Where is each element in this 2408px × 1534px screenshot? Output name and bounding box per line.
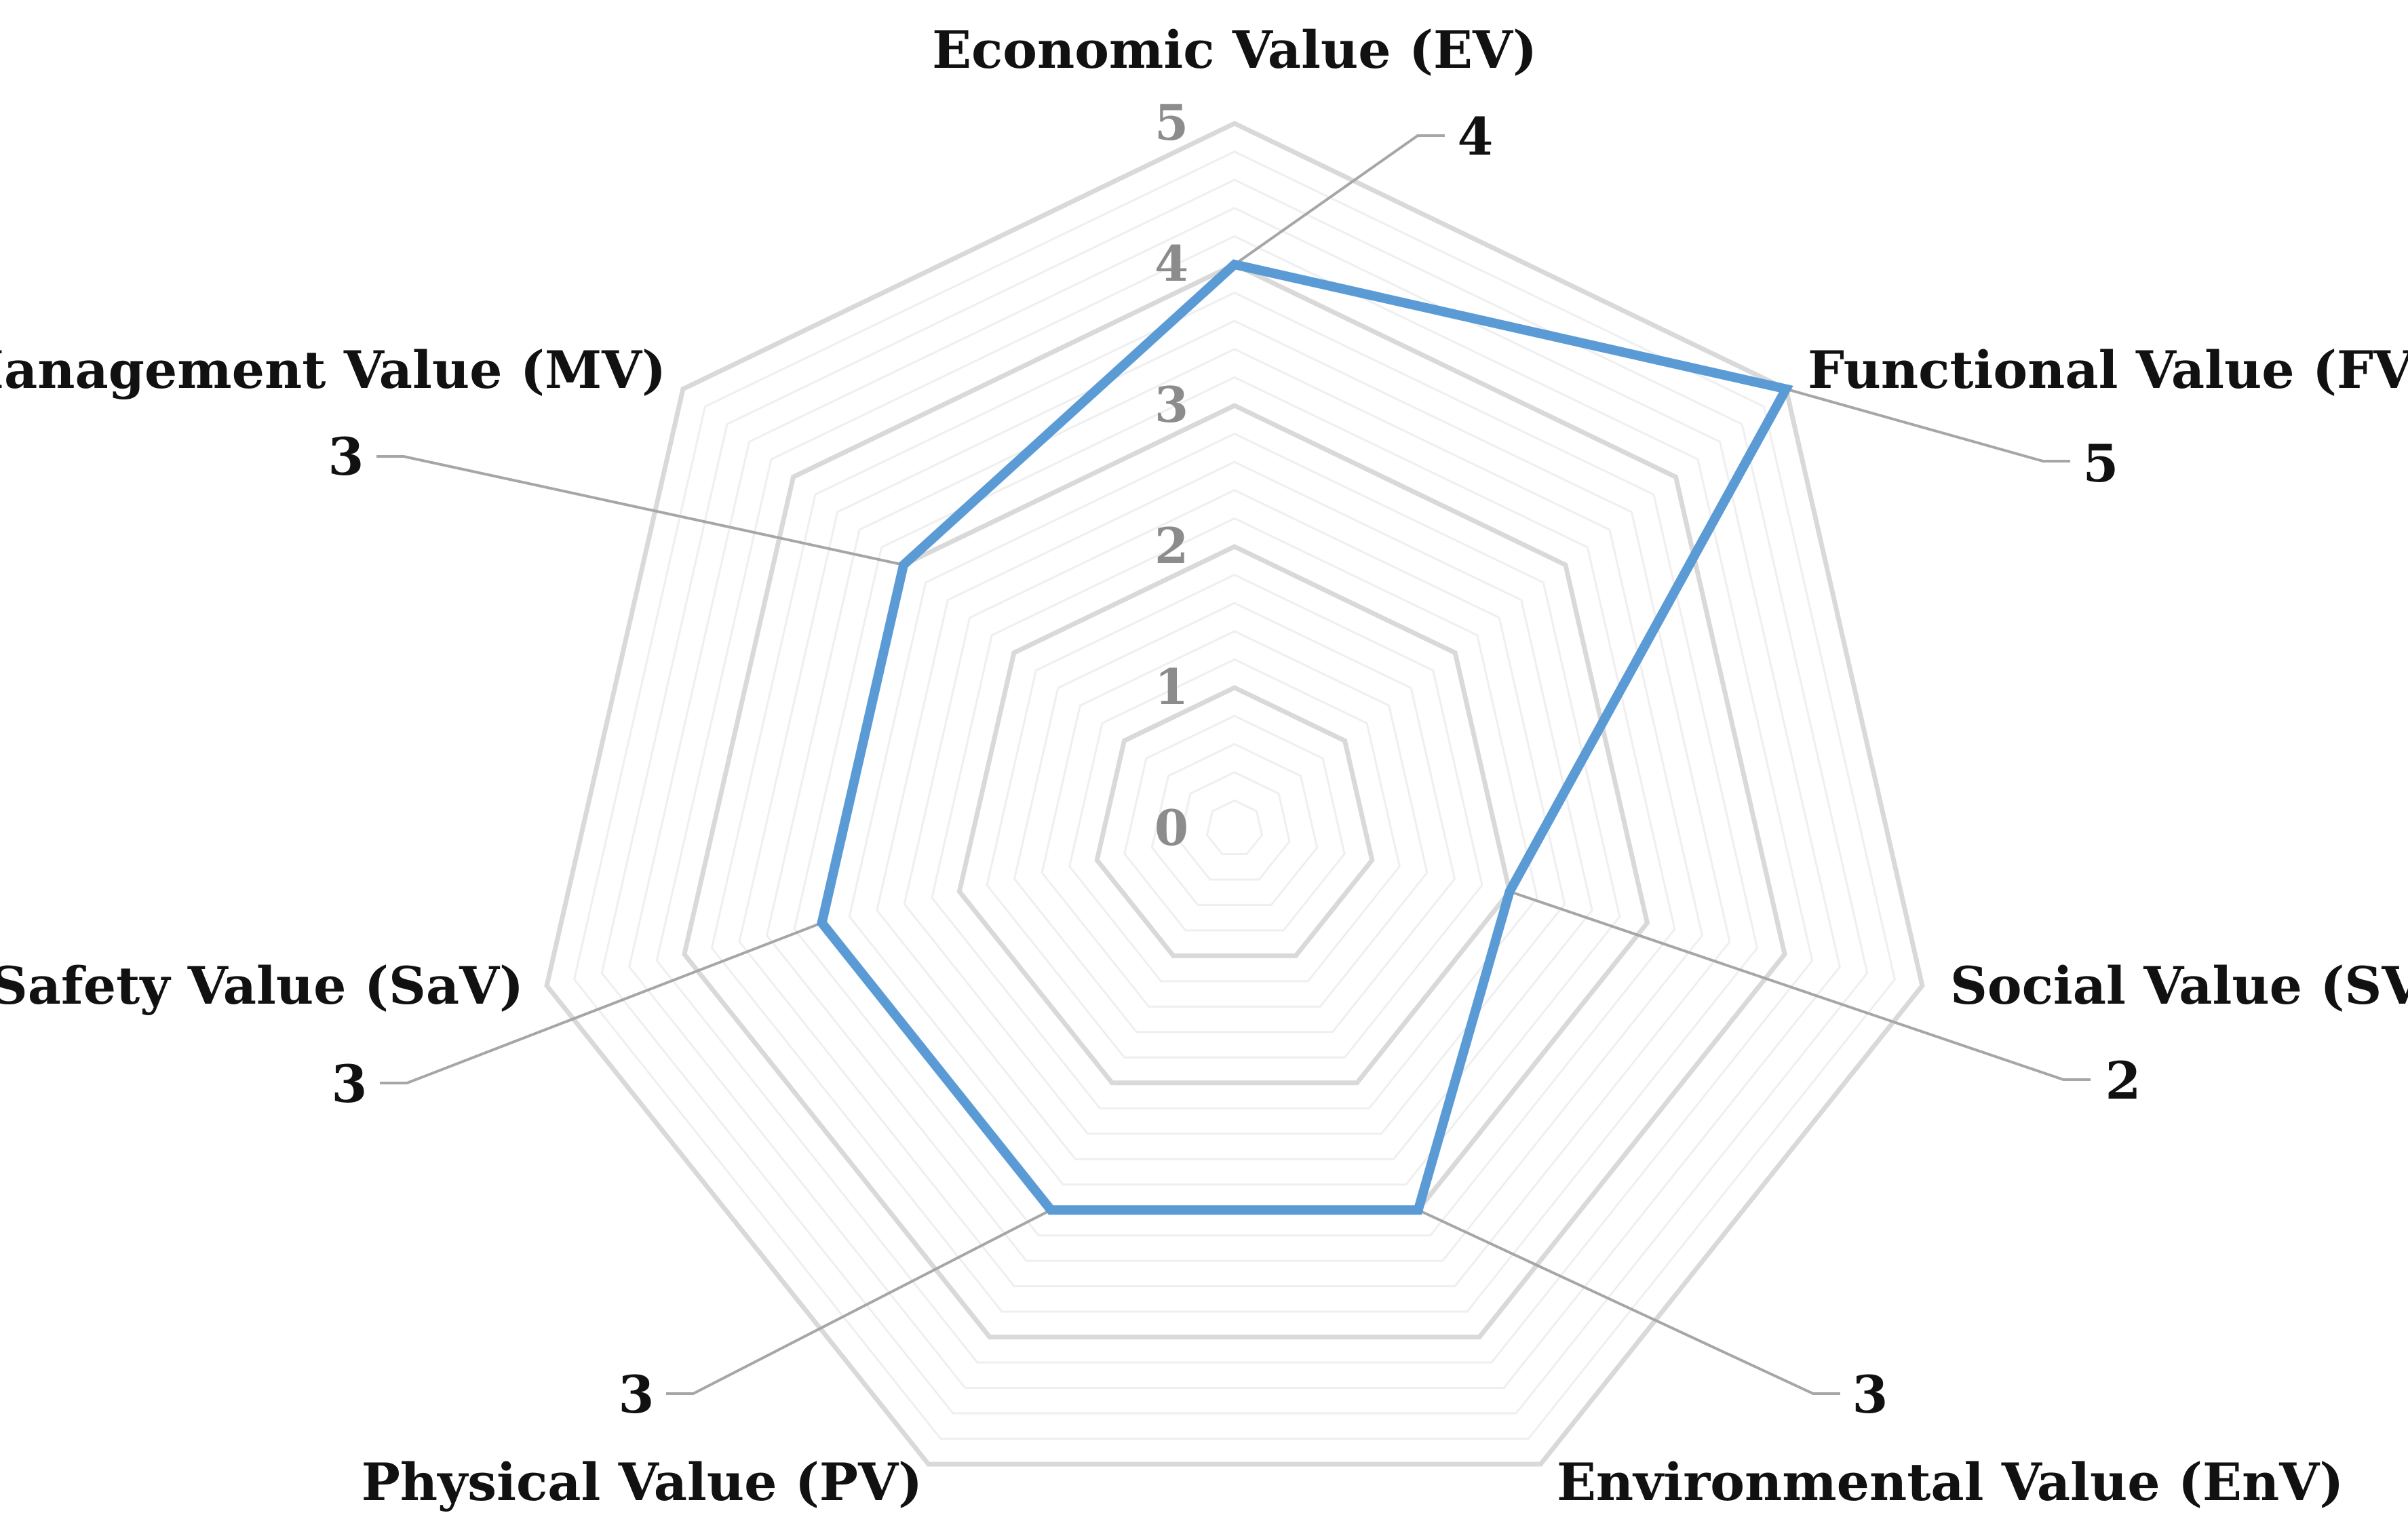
- tick-label: 5: [1154, 94, 1188, 151]
- data-point: [902, 563, 906, 566]
- minor-gridline: [572, 150, 1897, 1440]
- leader-line: [1509, 890, 2091, 1081]
- major-gridline: [544, 121, 1925, 1467]
- data-labels: 4 5 2 3 3 3 3: [328, 106, 2141, 1425]
- data-label: 3: [328, 427, 364, 487]
- category-label: Management Value (MV): [0, 340, 666, 400]
- minor-gridline: [931, 517, 1538, 1109]
- minor-gridline: [876, 460, 1593, 1160]
- tick-label: 2: [1154, 517, 1188, 574]
- tick-label: 3: [1154, 376, 1188, 433]
- data-point: [1233, 263, 1236, 266]
- minor-gridline: [765, 348, 1704, 1262]
- data-point: [1508, 890, 1511, 893]
- major-gridline: [956, 544, 1513, 1086]
- minor-gridline: [655, 235, 1814, 1364]
- tick-label: 4: [1154, 235, 1188, 292]
- minor-gridline: [903, 489, 1566, 1135]
- tick-label: 1: [1154, 658, 1188, 715]
- data-label: 3: [619, 1364, 655, 1425]
- minor-gridline: [1150, 743, 1319, 906]
- data-point: [1785, 387, 1788, 391]
- data-label: 5: [2083, 433, 2119, 494]
- major-gridline: [1094, 685, 1375, 958]
- data-point: [1049, 1208, 1053, 1212]
- category-label: Environmental Value (EnV): [1557, 1452, 2344, 1512]
- data-point: [1416, 1208, 1420, 1212]
- data-label: 2: [2105, 1050, 2141, 1111]
- minor-gridline: [1178, 771, 1291, 881]
- leader-line: [1417, 1208, 1840, 1395]
- minor-gridlines: [572, 150, 1897, 1440]
- category-label: Safety Value (SaV): [0, 956, 524, 1016]
- leader-line: [666, 1208, 1052, 1395]
- data-label-leader-lines: [376, 134, 2091, 1395]
- minor-gridline: [710, 291, 1759, 1313]
- data-label: 3: [1852, 1364, 1888, 1425]
- minor-gridline: [1068, 658, 1401, 983]
- minor-gridline: [1041, 630, 1429, 1008]
- leader-line: [1233, 134, 1445, 266]
- category-label: Economic Value (EV): [932, 20, 1537, 80]
- tick-label: 0: [1154, 799, 1188, 857]
- leader-line: [380, 922, 823, 1084]
- minor-gridline: [848, 432, 1621, 1186]
- category-label: Functional Value (FV): [1808, 340, 2408, 400]
- data-label: 3: [332, 1054, 368, 1114]
- category-labels: Economic Value (EV) Functional Value (FV)…: [0, 20, 2408, 1512]
- minor-gridline: [1013, 602, 1456, 1034]
- radial-tick-labels: 0 1 2 3 4 5: [1154, 94, 1188, 857]
- category-label: Physical Value (PV): [362, 1452, 923, 1512]
- minor-gridline: [793, 376, 1676, 1237]
- minor-gridline: [738, 319, 1731, 1288]
- minor-gridline: [986, 573, 1483, 1059]
- data-label: 4: [1458, 106, 1494, 167]
- leader-line: [376, 455, 904, 566]
- major-gridlines: [544, 121, 1925, 1467]
- leader-line: [1785, 387, 2070, 463]
- category-label: Social Value (SV): [1950, 956, 2408, 1016]
- minor-gridline: [1205, 799, 1264, 855]
- series-line: [817, 259, 1793, 1215]
- minor-gridline: [628, 207, 1841, 1390]
- minor-gridline: [1123, 714, 1346, 932]
- series-group: [817, 259, 1793, 1215]
- data-point: [820, 921, 823, 924]
- minor-gridline: [600, 178, 1869, 1415]
